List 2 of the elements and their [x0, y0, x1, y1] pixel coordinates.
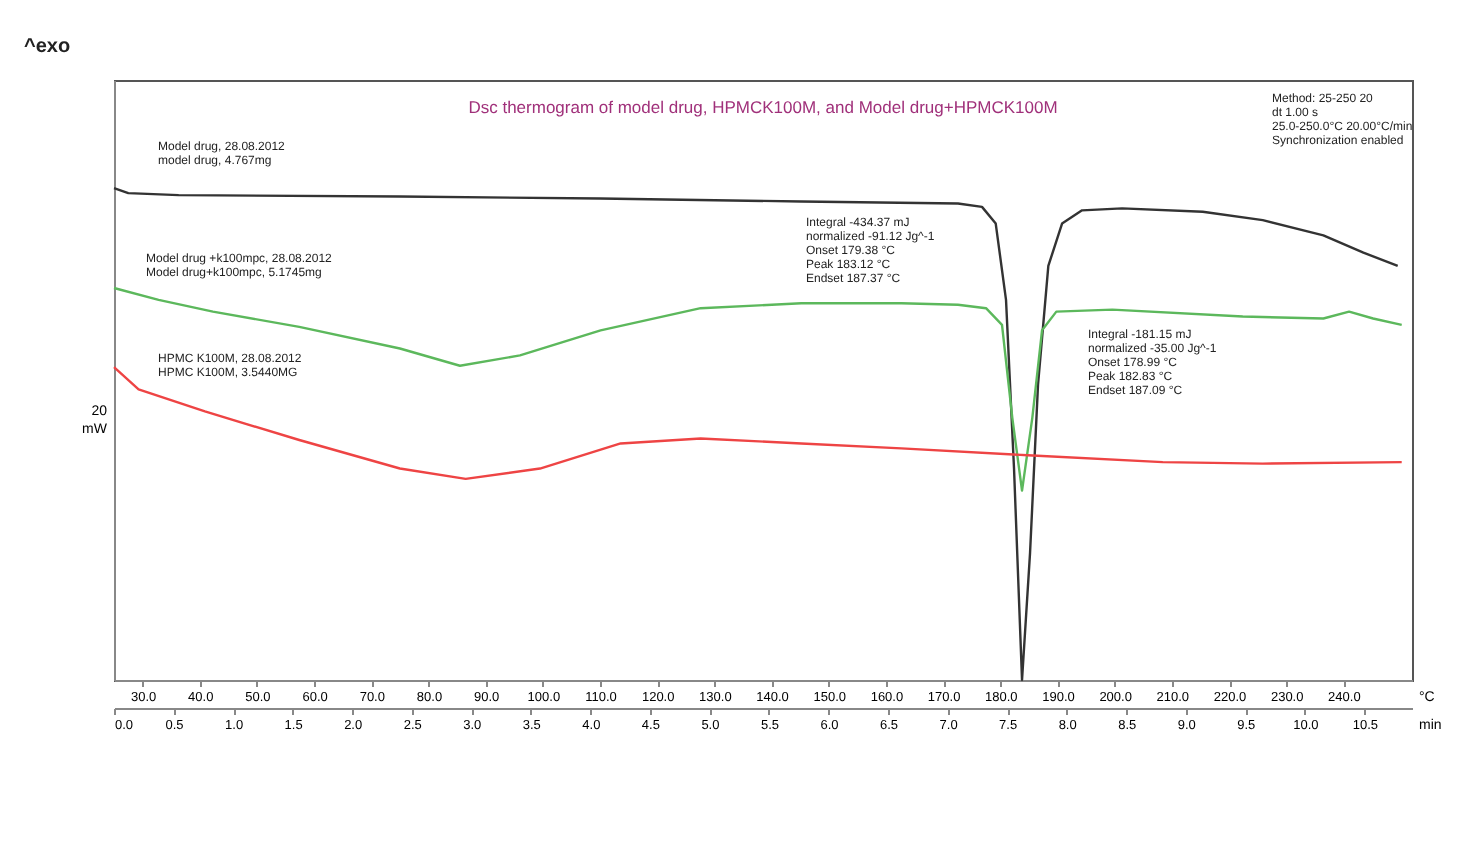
- chart-title: Dsc thermogram of model drug, HPMCK100M, and Model drug+HPMCK100M: [468, 97, 1058, 117]
- text: ^exo: [24, 36, 71, 58]
